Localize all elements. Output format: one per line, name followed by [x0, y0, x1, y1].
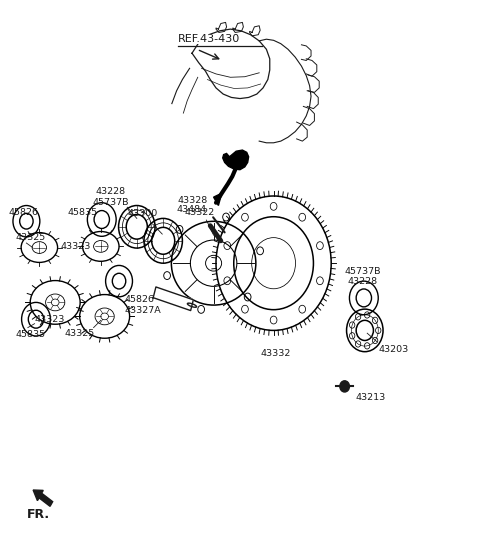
Text: 43323: 43323 — [35, 315, 65, 324]
Text: 43228
45737B: 43228 45737B — [92, 188, 129, 207]
Text: 45835: 45835 — [15, 330, 46, 339]
Polygon shape — [153, 287, 193, 311]
Polygon shape — [214, 193, 222, 206]
Text: REF.43-430: REF.43-430 — [178, 34, 240, 44]
Text: 43323: 43323 — [60, 242, 91, 251]
Text: 45835: 45835 — [68, 208, 97, 217]
Circle shape — [340, 381, 349, 392]
Text: 43203: 43203 — [378, 346, 408, 354]
Text: 45826: 45826 — [125, 295, 155, 304]
Text: 43328: 43328 — [178, 196, 208, 205]
Text: 43325: 43325 — [64, 329, 95, 338]
Text: 43213: 43213 — [355, 393, 385, 402]
FancyArrow shape — [33, 490, 53, 506]
Text: 43322: 43322 — [184, 208, 215, 217]
Text: 43332: 43332 — [260, 349, 291, 358]
Text: 45737B
43228: 45737B 43228 — [344, 267, 381, 286]
Text: 43300: 43300 — [128, 209, 158, 218]
Text: FR.: FR. — [26, 507, 49, 521]
Text: 43484: 43484 — [177, 205, 207, 214]
Polygon shape — [223, 150, 249, 170]
Text: 43327A: 43327A — [125, 306, 161, 315]
Text: 43325: 43325 — [15, 233, 46, 242]
Text: 45826: 45826 — [9, 208, 38, 217]
